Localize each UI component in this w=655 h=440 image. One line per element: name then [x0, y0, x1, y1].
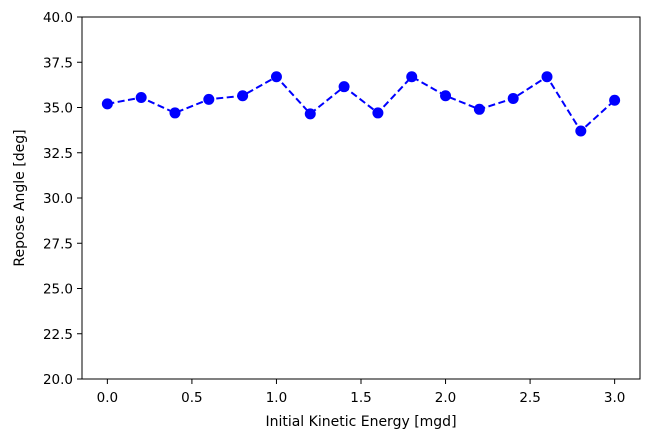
y-axis-ticks: 20.0 22.5 25.0 27.5 30.0 32.5 35.0 37.5 40.0 [43, 10, 82, 388]
y-tick-label: 32.5 [43, 146, 73, 162]
x-tick-label: 2.5 [519, 390, 540, 406]
x-axis-label: Initial Kinetic Energy [mgd] [265, 414, 456, 430]
data-point [203, 93, 215, 105]
data-point [135, 92, 147, 104]
data-point [237, 90, 249, 102]
x-tick-label: 1.5 [350, 390, 371, 406]
data-point [406, 71, 418, 83]
data-point [440, 90, 452, 102]
data-point [372, 107, 384, 119]
y-tick-label: 27.5 [43, 236, 73, 252]
x-tick-label: 0.5 [181, 390, 202, 406]
data-point [473, 103, 485, 115]
data-point [507, 92, 519, 104]
y-axis-label: Repose Angle [deg] [12, 129, 28, 266]
x-tick-label: 1.0 [266, 390, 287, 406]
y-tick-label: 35.0 [43, 101, 73, 117]
y-tick-label: 30.0 [43, 191, 73, 207]
x-axis-ticks: 0.0 0.5 1.0 1.5 2.0 2.5 3.0 [97, 379, 625, 406]
data-point [575, 125, 587, 137]
data-point [169, 107, 181, 119]
x-tick-label: 0.0 [97, 390, 118, 406]
x-tick-label: 3.0 [604, 390, 625, 406]
y-tick-label: 22.5 [43, 327, 73, 343]
data-point [101, 98, 113, 110]
data-point [338, 81, 350, 93]
y-tick-label: 20.0 [43, 372, 73, 388]
y-tick-label: 40.0 [43, 10, 73, 26]
data-point [541, 71, 553, 83]
series-line [107, 75, 616, 133]
data-point [609, 94, 621, 106]
x-tick-label: 2.0 [435, 390, 456, 406]
y-tick-label: 37.5 [43, 55, 73, 71]
y-tick-label: 25.0 [43, 282, 73, 298]
data-point [270, 71, 282, 83]
plot-content [101, 71, 621, 137]
data-point [304, 108, 316, 120]
